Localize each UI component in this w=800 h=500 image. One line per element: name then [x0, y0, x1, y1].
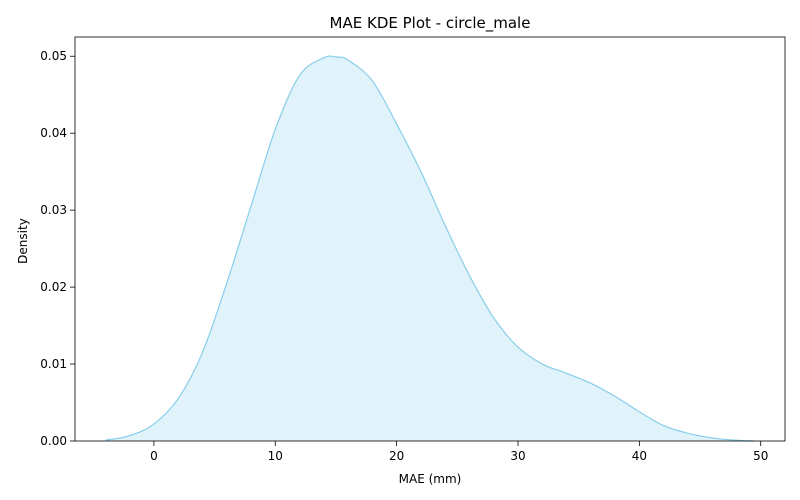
- x-tick-label: 30: [510, 449, 525, 463]
- x-tick-label: 10: [268, 449, 283, 463]
- axes: 0 10 20 30 40 50 0.00 0.01 0.02 0.03 0.04 0.05: [40, 36, 786, 463]
- y-axis-title: Density: [16, 218, 30, 264]
- y-tick-label: 0.01: [40, 357, 67, 371]
- x-tick-label: 40: [632, 449, 647, 463]
- x-tick-label: 0: [150, 449, 158, 463]
- x-tick-label: 50: [753, 449, 768, 463]
- x-axis-title: MAE (mm): [399, 472, 462, 486]
- y-tick-label: 0.03: [40, 203, 67, 217]
- y-tick-label: 0.02: [40, 280, 67, 294]
- plot-area: [105, 55, 755, 442]
- y-tick-label: 0.00: [40, 434, 67, 448]
- chart-title: MAE KDE Plot - circle_male: [330, 14, 531, 33]
- y-tick-label: 0.04: [40, 126, 67, 140]
- y-tick-label: 0.05: [40, 49, 67, 63]
- kde-fill-area: [105, 56, 755, 441]
- x-tick-label: 20: [389, 449, 404, 463]
- plot-frame: [74, 36, 786, 442]
- kde-line: [105, 55, 755, 442]
